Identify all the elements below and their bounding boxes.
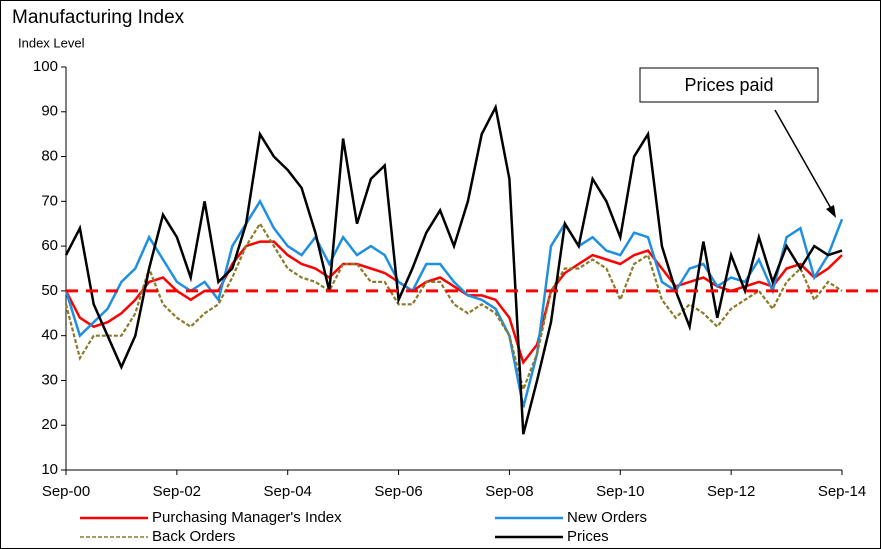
y-tick-label: 80 <box>41 148 58 165</box>
arrow-head <box>826 205 836 218</box>
series-line <box>64 221 843 393</box>
series-line <box>64 198 844 408</box>
legend-label: Back Orders <box>152 528 235 545</box>
legend-label: New Orders <box>567 509 647 526</box>
x-tick-label: Sep-10 <box>596 483 644 500</box>
x-tick-label: Sep-12 <box>707 483 755 500</box>
y-tick-label: 10 <box>41 461 58 478</box>
y-tick-label: 50 <box>41 282 58 299</box>
x-tick-label: Sep-08 <box>485 483 533 500</box>
legend-label: Prices <box>567 528 609 545</box>
y-tick-label: 40 <box>41 327 58 344</box>
annotation-arrow <box>774 109 834 213</box>
x-tick-label: Sep-06 <box>374 483 422 500</box>
y-axis-label: Index Level <box>18 35 85 50</box>
y-tick-label: 100 <box>33 58 58 75</box>
y-tick-label: 60 <box>41 237 58 254</box>
series-line <box>64 103 843 435</box>
y-tick-label: 70 <box>41 192 58 209</box>
y-tick-label: 30 <box>41 371 58 388</box>
y-tick-label: 20 <box>41 416 58 433</box>
series-line <box>64 240 843 366</box>
x-tick-label: Sep-02 <box>153 483 201 500</box>
y-tick-label: 90 <box>41 103 58 120</box>
annotation-box <box>639 67 819 103</box>
x-tick-label: Sep-04 <box>264 483 312 500</box>
legend-label: Purchasing Manager's Index <box>152 509 342 526</box>
annotation: Prices paid <box>684 75 773 95</box>
x-tick-label: Sep-14 <box>818 483 866 500</box>
chart-title: Manufacturing Index <box>12 7 185 28</box>
x-tick-label: Sep-00 <box>42 483 90 500</box>
